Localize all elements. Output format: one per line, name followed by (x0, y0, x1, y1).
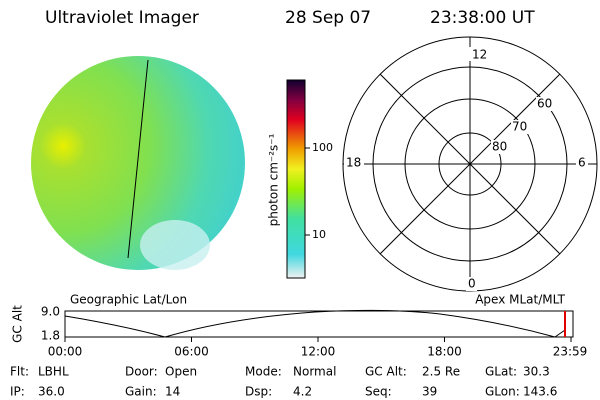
alt-xtick-label: 12:00 (301, 345, 336, 359)
info-label: GLat: (485, 365, 517, 379)
info-label: Mode: (245, 365, 282, 379)
alt-xticks: 00:00 06:00 12:00 18:00 23:59 (48, 337, 588, 359)
date: 28 Sep 07 (285, 8, 371, 28)
mlt-label: 18 (346, 156, 361, 170)
colorbar-tick-label: 10 (312, 228, 326, 241)
time: 23:38:00 UT (430, 8, 535, 28)
instrument: Ultraviolet Imager (45, 8, 199, 28)
right-label: Apex MLat/MLT (475, 293, 565, 307)
alt-xtick-label: 06:00 (174, 345, 209, 359)
alt-xtick-label: 00:00 (48, 345, 83, 359)
alt-ytick-label: 9.0 (41, 305, 60, 319)
info-label: Flt: (10, 365, 29, 379)
info-value: 14 (165, 385, 180, 399)
info-value: 39 (422, 385, 437, 399)
info-label: Gain: (125, 385, 157, 399)
info-label: Seq: (365, 385, 392, 399)
info-label: GC Alt: (365, 365, 407, 379)
colorbar (286, 79, 306, 279)
polar-grid (342, 36, 598, 292)
mlt-label: 6 (578, 156, 586, 170)
left-label: Geographic Lat/Lon (70, 293, 187, 307)
info-value: Normal (293, 365, 336, 379)
lat-label: 60 (537, 97, 552, 111)
info-value: 4.2 (293, 385, 312, 399)
lat-label: 70 (512, 120, 527, 134)
alt-xtick-label: 23:59 (553, 345, 588, 359)
colorbar-tick-label: 100 (312, 141, 333, 154)
info-label: Door: (125, 365, 158, 379)
info-label: IP: (10, 385, 25, 399)
info-panel: Flt: LBHL Door: Open Mode: Normal GC Alt: 2.5 R… (10, 365, 557, 399)
mlt-label: 12 (472, 48, 487, 62)
info-value: LBHL (38, 365, 69, 379)
info-label: Dsp: (245, 385, 272, 399)
colorbar-unit: photon cm⁻²s⁻¹ (267, 133, 281, 226)
altitude-plot (64, 309, 574, 338)
alt-axis-label: GC Alt (11, 305, 25, 343)
auroral-image (31, 56, 245, 270)
info-value: 30.3 (523, 365, 550, 379)
info-value: 2.5 Re (422, 365, 460, 379)
lat-label: 80 (492, 140, 507, 154)
mlt-label: 0 (468, 277, 476, 291)
alt-ytick-label: 1.8 (41, 329, 60, 343)
info-value: 143.6 (523, 385, 557, 399)
info-label: GLon: (485, 385, 520, 399)
info-value: 36.0 (38, 385, 65, 399)
alt-xtick-label: 18:00 (427, 345, 462, 359)
polar-labels: 12 18 6 0 60 70 80 (344, 47, 588, 291)
info-value: Open (165, 365, 197, 379)
